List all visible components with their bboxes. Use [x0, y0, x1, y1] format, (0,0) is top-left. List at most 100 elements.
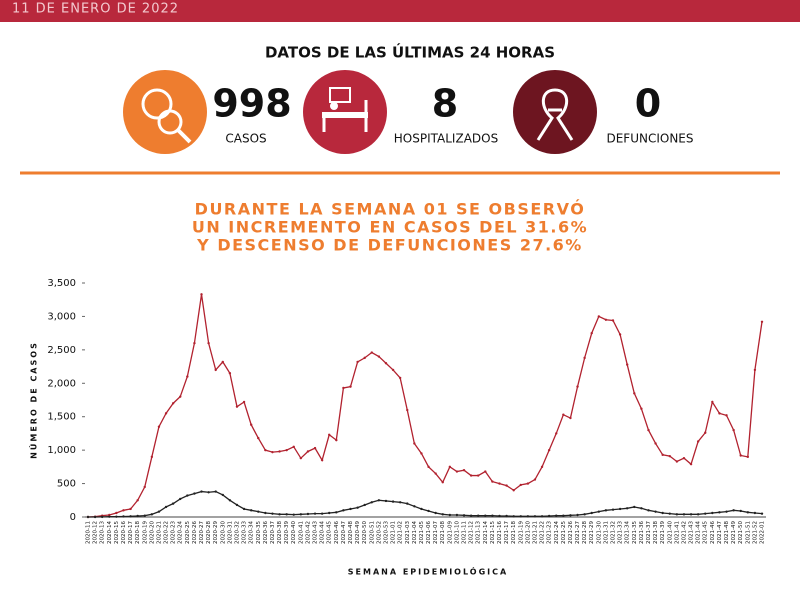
series-point	[654, 510, 657, 513]
series-point	[555, 514, 558, 517]
series-point	[292, 513, 295, 516]
series-point	[179, 497, 182, 501]
series-point	[491, 480, 494, 483]
series-point	[562, 514, 565, 517]
x-tick-label: 2021-27	[575, 521, 581, 544]
summary-title: DATOS DE LAS ÚLTIMAS 24 HORAS	[265, 43, 555, 62]
series-point	[547, 448, 551, 452]
series-point	[484, 470, 487, 473]
series-point	[285, 513, 288, 516]
series-point	[739, 509, 742, 513]
x-tick-label: 2021-41	[674, 521, 680, 544]
x-tick-label: 2020-52	[376, 521, 382, 544]
series-point	[257, 436, 260, 440]
x-tick-label: 2020-16	[121, 521, 127, 544]
hospital-icon	[303, 70, 387, 154]
series-point	[122, 515, 125, 518]
x-tick-label: 2021-51	[745, 521, 751, 544]
series-point	[441, 481, 444, 484]
series-point	[626, 507, 629, 510]
x-tick-label: 2021-39	[660, 521, 666, 544]
series-point	[235, 405, 239, 408]
series-point	[384, 362, 388, 365]
y-tick-label: 1,000	[47, 445, 76, 456]
x-tick-label: 2020-49	[355, 521, 361, 544]
series-point	[320, 458, 324, 462]
series-point	[157, 510, 161, 513]
series-point	[115, 515, 118, 518]
series-point	[349, 385, 352, 388]
x-tick-label: 2021-23	[547, 521, 553, 544]
series-point	[186, 494, 189, 497]
series-point	[150, 455, 154, 459]
series-point	[661, 511, 664, 515]
series-point	[533, 478, 537, 481]
series-point	[469, 474, 473, 477]
x-tick-label: 2021-30	[596, 521, 602, 544]
x-tick-label: 2021-01	[391, 521, 397, 544]
series-point	[477, 514, 480, 517]
series-point	[746, 455, 750, 459]
series-point	[221, 493, 224, 497]
series-point	[469, 514, 473, 517]
series-point	[512, 515, 515, 518]
series-point	[519, 515, 522, 518]
series-point	[377, 499, 381, 502]
x-tick-label: 2021-25	[561, 521, 567, 544]
x-tick-label: 2021-37	[646, 521, 652, 544]
x-tick-label: 2020-17	[128, 521, 134, 544]
x-axis-title: SEMANA EPIDEMIOLÓGICA	[348, 566, 508, 577]
x-tick-label: 2020-34	[249, 521, 255, 544]
series-point	[115, 511, 118, 515]
series-point	[391, 368, 395, 372]
x-tick-label: 2021-49	[731, 521, 737, 544]
series-point	[441, 513, 444, 516]
series-point	[462, 469, 466, 472]
y-tick-label: 3,000	[47, 311, 76, 322]
series-point	[143, 485, 146, 489]
series-point	[214, 490, 217, 493]
series-point	[93, 515, 97, 519]
series-point	[278, 513, 281, 516]
x-tick-label: 2020-20	[149, 521, 155, 544]
series-line	[87, 294, 763, 518]
x-tick-label: 2021-04	[412, 521, 418, 544]
series-point	[491, 514, 494, 517]
series-point	[413, 442, 416, 445]
series-point	[519, 483, 522, 487]
series-point	[640, 407, 643, 410]
series-point	[540, 515, 544, 518]
series-point	[335, 511, 338, 514]
series-point	[604, 509, 608, 512]
series-point	[143, 514, 146, 517]
series-point	[356, 360, 359, 364]
series-point	[228, 372, 232, 375]
x-tick-label: 2021-46	[710, 521, 716, 544]
series-point	[249, 423, 253, 426]
series-point	[164, 505, 168, 509]
series-point	[526, 482, 530, 485]
x-tick-label: 2020-36	[263, 521, 269, 544]
series-point	[704, 512, 707, 515]
series-point	[753, 368, 757, 372]
series-point	[193, 341, 196, 345]
series-point	[278, 450, 281, 453]
x-tick-label: 2021-03	[405, 521, 411, 544]
series-point	[349, 507, 352, 511]
series-point	[718, 412, 721, 415]
x-tick-label: 2021-06	[426, 521, 432, 544]
x-tick-label: 2020-11	[86, 521, 92, 544]
series-point	[675, 513, 679, 516]
x-tick-label: 2020-42	[305, 521, 311, 544]
series-point	[427, 465, 430, 469]
x-tick-label: 2020-43	[313, 521, 319, 544]
series-point	[136, 514, 139, 518]
series-point	[179, 395, 182, 398]
series-point	[604, 318, 608, 321]
x-tick-label: 2021-14	[483, 521, 489, 544]
series-point	[122, 509, 125, 512]
x-tick-label: 2021-24	[554, 521, 560, 544]
x-tick-label: 2020-44	[320, 521, 326, 544]
series-point	[306, 512, 310, 516]
